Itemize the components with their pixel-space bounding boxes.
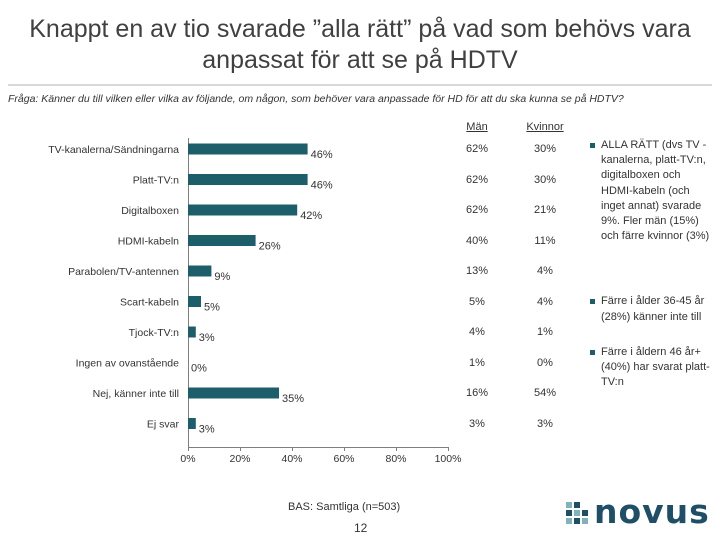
category-label-0: TV-kanalerna/Sändningarna: [48, 144, 179, 156]
title-divider: [8, 84, 712, 86]
value-label-5: 5%: [204, 302, 220, 314]
women-column-header: Kvinnor: [526, 121, 564, 133]
logo-dots-icon: [566, 502, 588, 524]
women-value-4: 4%: [537, 265, 553, 277]
category-label-8: Nej, känner inte till: [93, 388, 179, 400]
women-value-2: 21%: [533, 204, 557, 216]
men-value-6: 4%: [469, 326, 485, 338]
bar-0: [188, 143, 308, 155]
notes-panel: ALLA RÄTT (dvs TV -kanalerna, platt-TV:n…: [590, 138, 715, 390]
women-value-8: 54%: [533, 387, 557, 399]
women-value-0: 30%: [533, 143, 557, 155]
women-value-6: 1%: [537, 326, 553, 338]
note-age-46-plus: Färre i åldern 46 år+ (40%) har svarat p…: [590, 345, 715, 391]
note-age-36-45: Färre i ålder 36-45 år (28%) känner inte…: [590, 294, 715, 324]
men-value-8: 16%: [465, 387, 489, 399]
bar-9: [188, 418, 196, 429]
category-label-2: Digitalboxen: [121, 205, 179, 217]
x-tick-label-3: 60%: [333, 453, 354, 465]
note-all-correct: ALLA RÄTT (dvs TV -kanalerna, platt-TV:n…: [590, 138, 715, 244]
title-line-1: Knappt en av tio svarade ”alla rätt” på …: [29, 15, 691, 43]
value-label-0: 46%: [311, 149, 333, 161]
men-column-header: Män: [466, 121, 488, 133]
value-label-8: 35%: [282, 393, 304, 405]
slide-title: Knappt en av tio svarade ”alla rätt” på …: [0, 14, 720, 76]
value-label-3: 26%: [259, 241, 281, 253]
category-label-3: HDMI-kabeln: [118, 236, 179, 248]
bar-1: [188, 174, 308, 185]
novus-logo: novus: [566, 492, 714, 531]
women-value-9: 3%: [537, 417, 553, 430]
value-label-7: 0%: [191, 363, 207, 375]
bar-6: [188, 326, 196, 338]
women-value-5: 4%: [537, 295, 553, 308]
x-tick-label-4: 80%: [385, 453, 406, 465]
value-label-6: 3%: [199, 332, 215, 344]
x-tick-label-2: 40%: [281, 453, 302, 465]
category-label-9: Ej svar: [147, 419, 180, 431]
value-label-1: 46%: [311, 180, 333, 192]
x-tick-label-0: 0%: [180, 453, 195, 465]
title-line-2: anpassat för att se på HDTV: [202, 46, 518, 74]
base-text: BAS: Samtliga (n=503): [288, 501, 401, 513]
question-text: Fråga: Känner du till vilken eller vilka…: [8, 93, 624, 105]
x-tick-label-5: 100%: [435, 453, 462, 465]
women-value-7: 0%: [537, 356, 553, 369]
bar-2: [188, 204, 298, 216]
men-value-2: 62%: [465, 204, 489, 216]
men-value-0: 62%: [465, 143, 489, 155]
value-label-2: 42%: [300, 210, 322, 222]
women-value-1: 30%: [533, 173, 557, 186]
category-label-1: Platt-TV:n: [133, 175, 179, 187]
bar-5: [188, 296, 201, 307]
men-value-1: 62%: [465, 173, 489, 186]
bar-8: [188, 387, 279, 399]
men-value-4: 13%: [465, 265, 489, 277]
men-value-9: 3%: [469, 417, 485, 430]
x-tick-label-1: 20%: [229, 453, 250, 465]
category-label-5: Scart-kabeln: [120, 297, 179, 309]
category-label-7: Ingen av ovanstående: [76, 358, 179, 370]
page-number: 12: [354, 521, 368, 535]
bar-3: [188, 235, 256, 246]
logo-text: novus: [594, 492, 710, 531]
value-label-4: 9%: [214, 271, 230, 283]
value-label-9: 3%: [199, 424, 215, 436]
men-value-3: 40%: [465, 234, 489, 247]
men-value-5: 5%: [469, 295, 485, 308]
category-label-4: Parabolen/TV-antennen: [68, 266, 179, 278]
men-value-7: 1%: [469, 356, 485, 369]
women-value-3: 11%: [534, 234, 556, 247]
category-label-6: Tjock-TV:n: [129, 327, 180, 339]
bar-4: [188, 265, 212, 277]
